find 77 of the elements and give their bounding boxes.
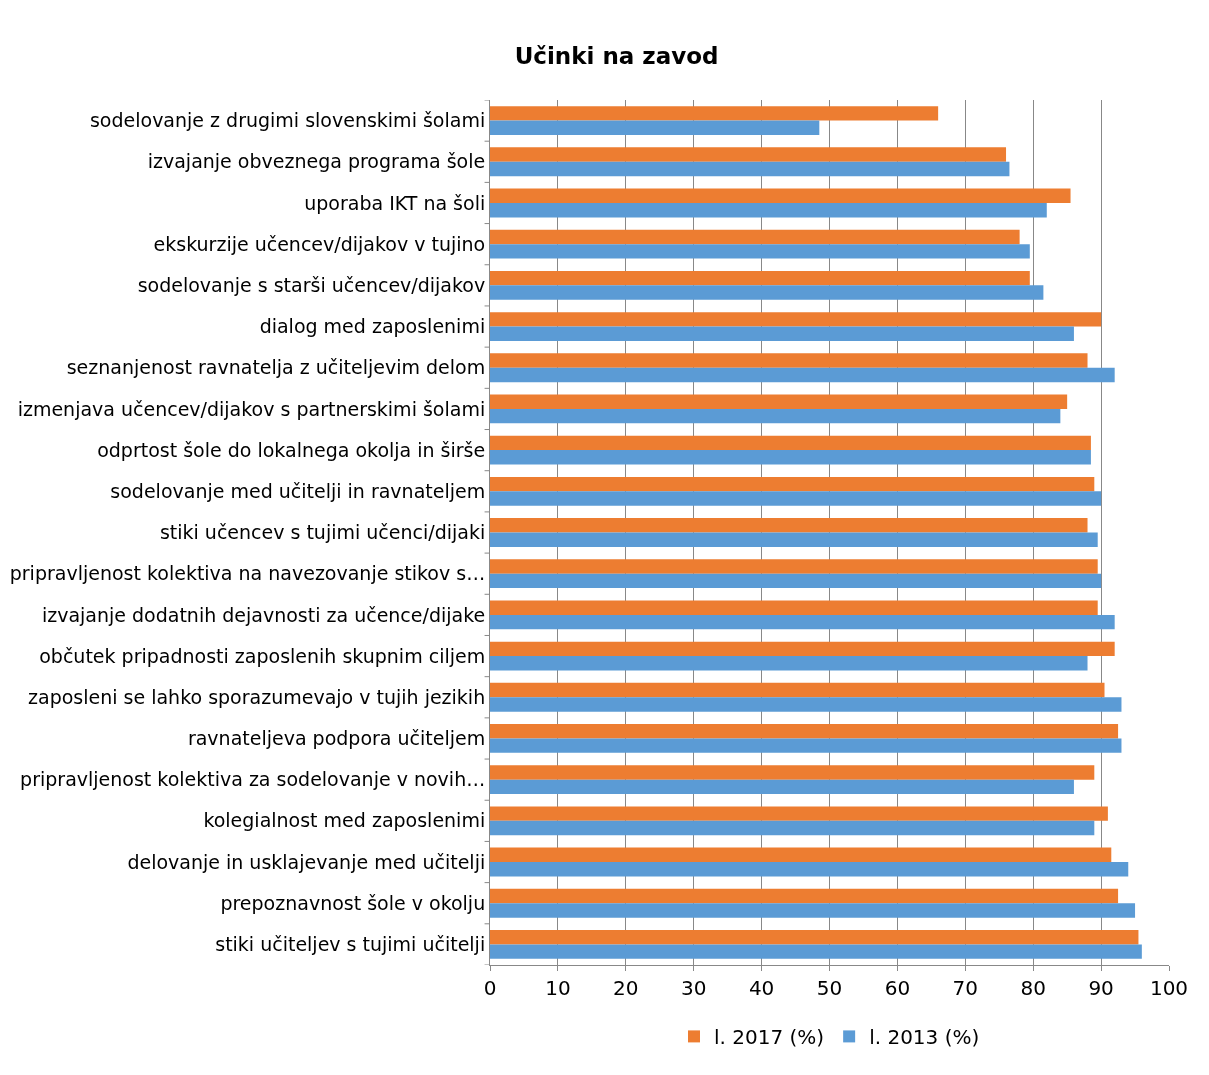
y-tick-label: kolegialnost med zaposlenimi bbox=[203, 809, 486, 832]
y-tick-label: pripravljenost kolektiva na navezovanje stikov s… bbox=[9, 562, 486, 585]
x-tick-label: 0 bbox=[483, 976, 497, 1000]
bar bbox=[490, 202, 1047, 218]
legend-label: l. 2013 (%) bbox=[869, 1025, 980, 1050]
bar bbox=[490, 229, 1020, 245]
x-tick-label: 70 bbox=[952, 976, 979, 1000]
bar bbox=[490, 491, 1102, 506]
bar bbox=[490, 847, 1112, 863]
legend-label: l. 2017 (%) bbox=[714, 1025, 825, 1050]
y-tick-label: stiki učiteljev s tujimi učitelji bbox=[215, 933, 486, 956]
bar bbox=[490, 682, 1105, 698]
x-tick-label: 60 bbox=[884, 976, 911, 1000]
bar bbox=[490, 656, 1088, 671]
bar bbox=[490, 244, 1030, 259]
y-tick-label: delovanje in usklajevanje med učitelji bbox=[127, 850, 486, 873]
y-tick-label: ravnateljeva podpora učiteljem bbox=[187, 727, 486, 750]
bar bbox=[490, 573, 1102, 589]
y-tick-label: izvajanje obveznega programa šole bbox=[147, 150, 486, 173]
y-tick-label: prepoznavnost šole v okolju bbox=[220, 891, 486, 914]
bar bbox=[490, 312, 1102, 327]
bar bbox=[490, 408, 1061, 424]
bar bbox=[490, 161, 1010, 177]
bar bbox=[490, 285, 1044, 300]
bar bbox=[490, 353, 1088, 368]
bar bbox=[490, 147, 1007, 162]
bar bbox=[490, 765, 1095, 780]
y-tick-label: izmenjava učencev/dijakov s partnerskimi šolami bbox=[17, 397, 486, 420]
bar bbox=[490, 394, 1068, 409]
y-tick-label: seznanjenost ravnatelja z učiteljevim delom bbox=[66, 356, 486, 379]
x-tick-label: 50 bbox=[816, 976, 843, 1000]
y-tick-label: ekskurzije učencev/dijakov v tujino bbox=[153, 232, 486, 255]
bar bbox=[490, 476, 1095, 492]
bar bbox=[490, 106, 939, 121]
bar bbox=[490, 929, 1139, 945]
y-tick-label: stiki učencev s tujimi učenci/dijaki bbox=[159, 521, 486, 544]
bar bbox=[490, 862, 1129, 877]
bar bbox=[490, 903, 1136, 918]
bar bbox=[490, 806, 1108, 821]
y-tick-label: dialog med zaposlenimi bbox=[259, 315, 486, 338]
y-tick-label: odprtost šole do lokalnega okolja in širše bbox=[97, 438, 486, 461]
bar bbox=[490, 120, 820, 136]
bar bbox=[490, 738, 1122, 753]
bar bbox=[490, 435, 1091, 451]
x-tick-label: 40 bbox=[748, 976, 775, 1000]
x-tick-label: 80 bbox=[1020, 976, 1046, 1000]
bar bbox=[490, 641, 1115, 657]
chart-title: Učinki na zavod bbox=[514, 43, 719, 70]
bar bbox=[490, 367, 1115, 383]
bar bbox=[490, 614, 1115, 630]
bar bbox=[490, 600, 1098, 615]
bar bbox=[490, 326, 1074, 341]
y-tick-label: zaposleni se lahko sporazumevajo v tujih jezikih bbox=[28, 685, 486, 708]
bar bbox=[490, 188, 1071, 203]
bar bbox=[490, 724, 1119, 739]
bar bbox=[490, 270, 1030, 286]
bar bbox=[490, 559, 1098, 574]
x-tick-label: 100 bbox=[1149, 976, 1189, 1000]
bar bbox=[490, 779, 1074, 795]
y-tick-label: sodelovanje s starši učencev/dijakov bbox=[137, 274, 486, 297]
x-tick-label: 90 bbox=[1088, 976, 1114, 1000]
bar bbox=[490, 820, 1095, 836]
y-tick-label: sodelovanje z drugimi slovenskimi šolami bbox=[89, 109, 486, 132]
x-tick-label: 20 bbox=[613, 976, 639, 1000]
bar bbox=[490, 532, 1098, 547]
bar bbox=[490, 888, 1119, 904]
x-tick-label: 30 bbox=[680, 976, 707, 1000]
y-tick-label: izvajanje dodatnih dejavnosti za učence/dijake bbox=[41, 603, 486, 626]
bar bbox=[490, 450, 1091, 465]
y-tick-label: občutek pripadnosti zaposlenih skupnim ciljem bbox=[39, 644, 486, 667]
bar bbox=[490, 944, 1142, 959]
y-tick-label: pripravljenost kolektiva za sodelovanje v novih… bbox=[20, 768, 486, 791]
y-tick-label: uporaba IKT na šoli bbox=[304, 191, 486, 214]
bar bbox=[490, 697, 1122, 712]
y-tick-label: sodelovanje med učitelji in ravnateljem bbox=[110, 479, 486, 502]
x-tick-label: 10 bbox=[545, 976, 571, 1000]
bar bbox=[490, 518, 1088, 533]
